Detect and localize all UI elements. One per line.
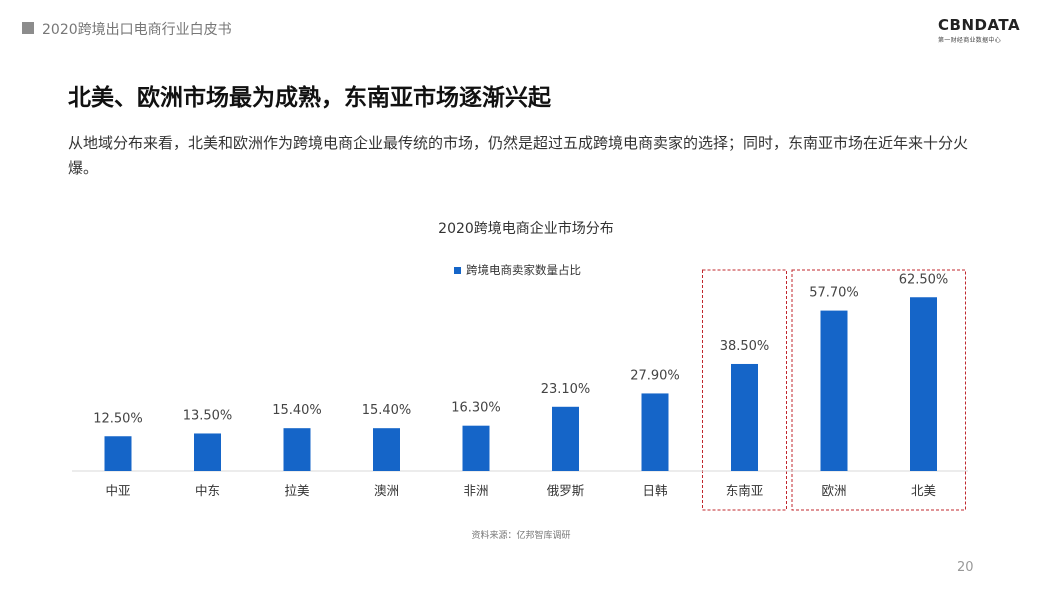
source-note: 资料来源：亿邦智库调研 bbox=[471, 531, 571, 541]
lead-paragraph: 从地域分布来看，北美和欧洲作为跨境电商企业最传统的市场，仍然是超过五成跨境电商卖… bbox=[68, 134, 969, 177]
bar bbox=[731, 363, 758, 471]
bar bbox=[641, 393, 669, 471]
report-title: 2020跨境出口电商行业白皮书 bbox=[42, 22, 232, 38]
data-label: 12.50% bbox=[93, 411, 143, 426]
category-label: 日韩 bbox=[642, 483, 667, 498]
chart-legend: 跨境电商卖家数量占比 bbox=[454, 262, 581, 278]
data-label: 15.40% bbox=[362, 403, 412, 418]
category-label: 欧洲 bbox=[821, 483, 846, 498]
category-label: 澳洲 bbox=[374, 483, 399, 498]
bar bbox=[820, 310, 848, 471]
highlight-box bbox=[791, 269, 966, 511]
category-label: 东南亚 bbox=[726, 483, 764, 498]
bar bbox=[373, 428, 400, 471]
data-label: 57.70% bbox=[809, 286, 859, 301]
data-label: 62.50% bbox=[899, 272, 949, 287]
category-label: 拉美 bbox=[284, 483, 309, 498]
bar bbox=[462, 425, 490, 471]
logo-subtitle: 第一财经商业数据中心 bbox=[938, 37, 1002, 44]
data-label: 27.90% bbox=[630, 368, 680, 383]
chart-title: 2020跨境电商企业市场分布 bbox=[438, 221, 614, 237]
data-label: 23.10% bbox=[541, 382, 591, 397]
bar bbox=[552, 406, 579, 471]
header-marker bbox=[22, 22, 34, 34]
category-label: 中东 bbox=[195, 483, 220, 498]
legend-label: 跨境电商卖家数量占比 bbox=[466, 263, 581, 277]
category-label: 中亚 bbox=[105, 483, 130, 498]
page-number: 20 bbox=[957, 560, 974, 575]
bar bbox=[104, 436, 132, 471]
slide-title: 北美、欧洲市场最为成熟，东南亚市场逐渐兴起 bbox=[68, 85, 551, 111]
data-label: 38.50% bbox=[720, 339, 770, 354]
category-label: 俄罗斯 bbox=[547, 483, 585, 498]
highlight-box bbox=[702, 269, 787, 511]
bar bbox=[194, 433, 221, 471]
category-label: 非洲 bbox=[463, 483, 488, 498]
cbndata-logo: CBNDATA 第一财经商业数据中心 bbox=[938, 16, 1028, 44]
bar bbox=[910, 297, 937, 471]
logo-text: CBNDATA bbox=[938, 16, 1021, 34]
legend-swatch bbox=[454, 266, 461, 274]
data-label: 15.40% bbox=[272, 403, 322, 418]
data-label: 16.30% bbox=[451, 401, 501, 416]
data-label: 13.50% bbox=[183, 408, 233, 423]
category-label: 北美 bbox=[911, 483, 936, 498]
bar bbox=[283, 428, 311, 471]
